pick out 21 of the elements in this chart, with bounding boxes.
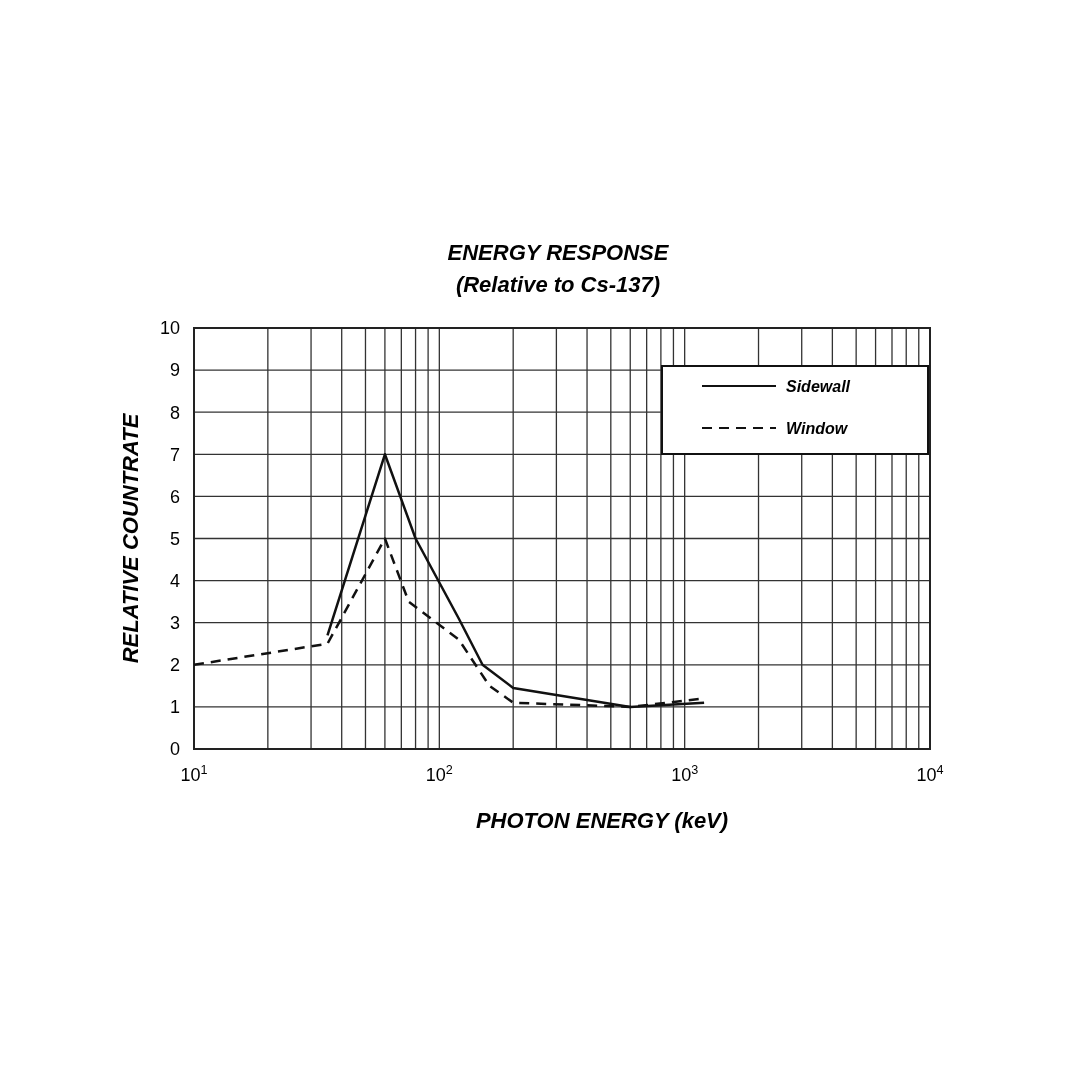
legend-label: Sidewall [786, 377, 851, 395]
y-tick-label: 0 [169, 739, 180, 760]
y-tick-label: 4 [169, 570, 180, 591]
x-tick-label: 10$^{1}$ [180, 763, 208, 785]
chart-subtitle: (Relative to Cs-137) [455, 272, 661, 297]
x-tick-label: 10$^{2}$ [425, 763, 453, 785]
y-tick-label: 5 [169, 528, 180, 549]
y-tick-label: 6 [169, 486, 180, 507]
y-tick-label: 10 [159, 318, 180, 339]
y-tick-label: 2 [169, 655, 180, 676]
y-tick-label: 8 [169, 402, 180, 423]
x-tick-label: 10$^{3}$ [671, 763, 699, 785]
chart-title: ENERGY RESPONSE [447, 240, 670, 265]
x-axis-title: PHOTON ENERGY (keV) [475, 808, 729, 833]
y-tick-label: 7 [169, 444, 180, 465]
y-tick-label: 3 [169, 613, 180, 633]
legend-label: Window [786, 419, 849, 437]
y-tick-label: 1 [169, 697, 180, 718]
y-axis-title: RELATIVE COUNTRATE [118, 412, 143, 664]
x-tick-label: 10$^{4}$ [916, 763, 944, 785]
y-tick-label: 9 [169, 360, 180, 381]
